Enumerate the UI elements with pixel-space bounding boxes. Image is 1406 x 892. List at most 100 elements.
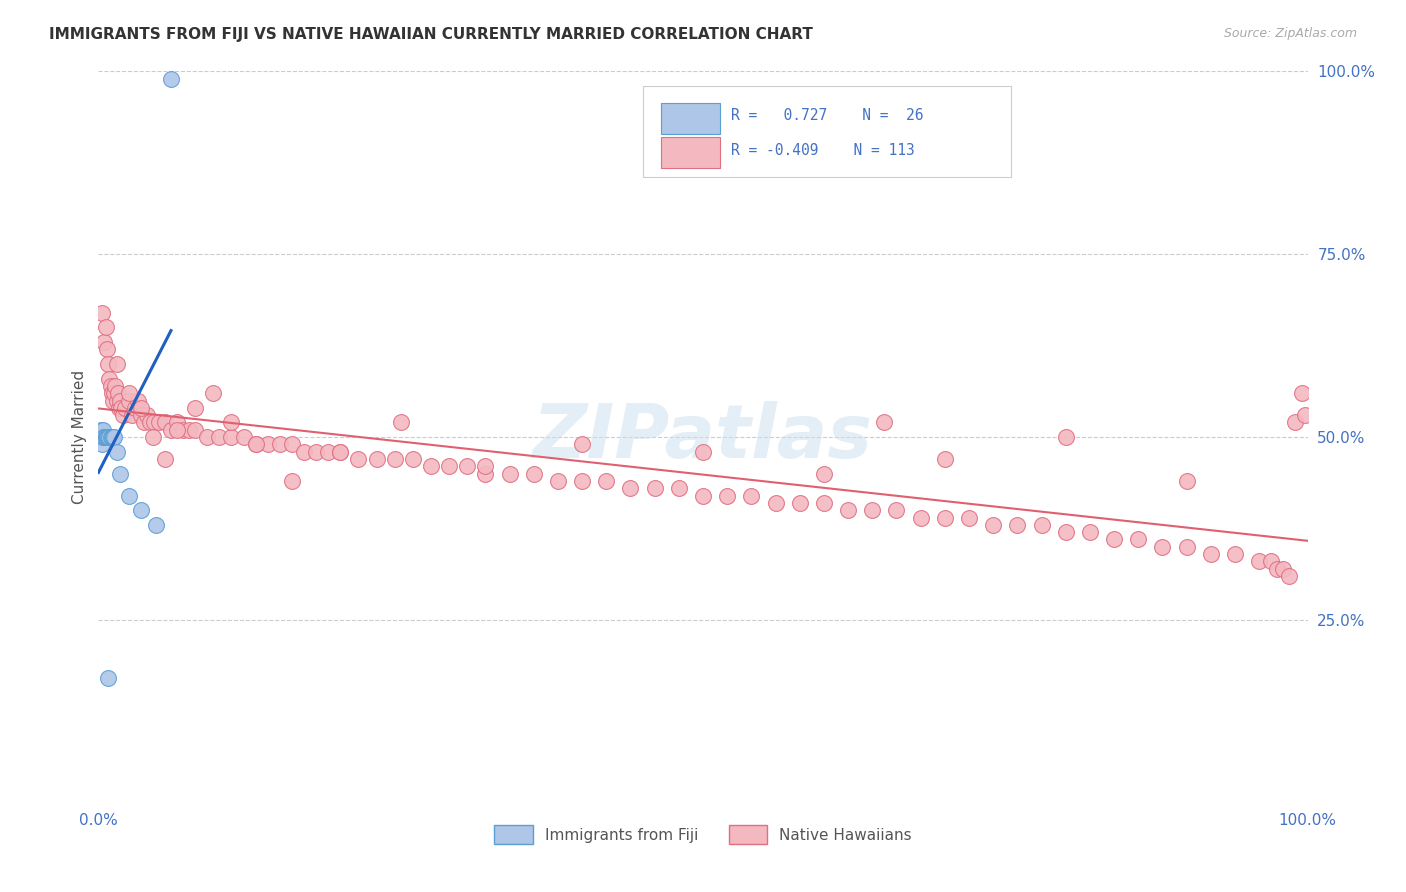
Point xyxy=(221,416,243,430)
Point xyxy=(384,452,406,467)
Point xyxy=(281,437,304,451)
Point xyxy=(143,416,166,430)
Point xyxy=(1054,525,1077,540)
Point xyxy=(1223,547,1246,561)
Point xyxy=(118,489,141,503)
Point xyxy=(245,437,267,451)
Point xyxy=(101,393,124,408)
Point xyxy=(789,496,811,510)
Point xyxy=(837,503,859,517)
Point xyxy=(184,423,207,437)
Point xyxy=(114,401,136,415)
Text: IMMIGRANTS FROM FIJI VS NATIVE HAWAIIAN CURRENTLY MARRIED CORRELATION CHART: IMMIGRANTS FROM FIJI VS NATIVE HAWAIIAN … xyxy=(49,27,813,42)
Point xyxy=(94,430,117,444)
Point xyxy=(100,430,122,444)
Point xyxy=(1294,408,1316,422)
Point xyxy=(1007,517,1029,532)
Point xyxy=(100,386,122,401)
Point xyxy=(208,430,231,444)
Point xyxy=(571,474,593,488)
FancyBboxPatch shape xyxy=(661,137,720,168)
Point xyxy=(316,444,339,458)
Point xyxy=(232,430,254,444)
Point xyxy=(105,444,128,458)
Point xyxy=(179,423,201,437)
Point xyxy=(402,452,425,467)
Point xyxy=(127,393,149,408)
Text: R = -0.409    N = 113: R = -0.409 N = 113 xyxy=(731,143,914,158)
FancyBboxPatch shape xyxy=(643,86,1011,178)
Point xyxy=(93,334,115,349)
Point xyxy=(1249,554,1271,568)
Point xyxy=(91,423,114,437)
Point xyxy=(129,408,152,422)
Point xyxy=(740,489,762,503)
Point xyxy=(111,408,134,422)
Point xyxy=(145,517,167,532)
Point xyxy=(420,459,443,474)
Point xyxy=(153,452,176,467)
Point xyxy=(103,430,125,444)
Point xyxy=(148,416,170,430)
Point xyxy=(202,386,225,401)
Point xyxy=(195,430,218,444)
Point xyxy=(292,444,315,458)
Point xyxy=(96,430,118,444)
Point xyxy=(166,416,188,430)
Point xyxy=(160,423,183,437)
Point xyxy=(1199,547,1222,561)
Point xyxy=(135,408,157,422)
Point xyxy=(366,452,388,467)
Point xyxy=(108,401,131,415)
Point xyxy=(644,481,666,495)
Point xyxy=(1175,540,1198,554)
Point xyxy=(94,320,117,334)
Point xyxy=(129,401,152,415)
Point xyxy=(1291,386,1313,401)
Point xyxy=(619,481,641,495)
Point xyxy=(934,452,956,467)
Point xyxy=(121,408,143,422)
Point xyxy=(389,416,412,430)
Point xyxy=(668,481,690,495)
Point xyxy=(347,452,370,467)
Point xyxy=(474,467,496,481)
Point xyxy=(166,423,188,437)
Point xyxy=(91,430,114,444)
Point xyxy=(139,416,162,430)
Text: R =   0.727    N =  26: R = 0.727 N = 26 xyxy=(731,109,924,123)
Point xyxy=(134,416,156,430)
Text: ZIPatlas: ZIPatlas xyxy=(533,401,873,474)
Point xyxy=(305,444,328,458)
Point xyxy=(105,393,128,408)
Point xyxy=(981,517,1004,532)
Point xyxy=(91,306,114,320)
Point xyxy=(957,510,980,524)
Point xyxy=(1278,569,1301,583)
Point xyxy=(256,437,278,451)
Point xyxy=(91,430,114,444)
Point xyxy=(118,393,141,408)
Point xyxy=(1284,416,1306,430)
Point xyxy=(153,416,176,430)
Point xyxy=(886,503,908,517)
Text: Source: ZipAtlas.com: Source: ZipAtlas.com xyxy=(1223,27,1357,40)
Point xyxy=(765,496,787,510)
Point xyxy=(456,459,478,474)
Point xyxy=(97,357,120,371)
Point xyxy=(329,444,352,458)
Point xyxy=(474,459,496,474)
Legend: Immigrants from Fiji, Native Hawaiians: Immigrants from Fiji, Native Hawaiians xyxy=(488,819,918,850)
Point xyxy=(172,423,194,437)
Point xyxy=(1031,517,1053,532)
Point xyxy=(1152,540,1174,554)
Point xyxy=(934,510,956,524)
Point xyxy=(1267,562,1289,576)
Point xyxy=(107,386,129,401)
Point xyxy=(692,489,714,503)
FancyBboxPatch shape xyxy=(661,103,720,134)
Point xyxy=(1054,430,1077,444)
Point xyxy=(97,430,120,444)
Point xyxy=(93,430,115,444)
Point xyxy=(437,459,460,474)
